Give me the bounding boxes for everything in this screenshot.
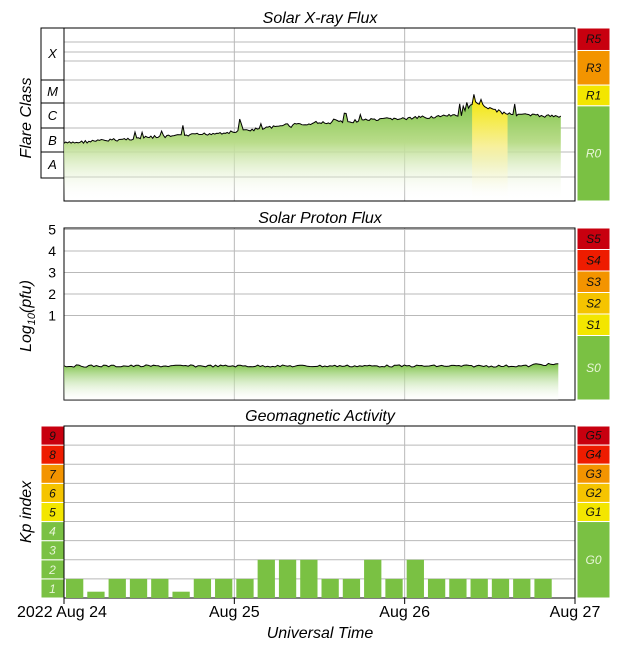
kp-panel: 1 2 3 4 5 6 7 8 9 G5 G4 G3 G2 G1 G0 [40, 425, 611, 599]
kp-bar [151, 578, 169, 598]
proton-scale-label: S1 [586, 318, 601, 332]
xray-flare-area [472, 94, 508, 201]
proton-ylabel-sub: 10 [26, 312, 38, 325]
xray-class-label-c: C [48, 108, 58, 123]
proton-ylabel-unit: (pfu) [18, 280, 35, 313]
kp-bar [491, 578, 510, 598]
kp-scale-label: G3 [585, 467, 601, 481]
kp-bar [257, 559, 275, 598]
xray-title: Solar X-ray Flux [263, 10, 379, 27]
proton-scale-label: S2 [586, 296, 601, 310]
proton-scale-label: S3 [586, 275, 601, 289]
xray-scale-r0 [576, 105, 611, 202]
kp-scale-label: G5 [585, 429, 601, 443]
proton-scale-s0 [576, 335, 611, 401]
kp-bar [108, 578, 126, 598]
proton-flux-area [64, 363, 559, 400]
x-tick-label: Aug 27 [550, 604, 601, 621]
x-tick-label: Aug 25 [209, 604, 260, 621]
xray-class-label-b: B [48, 133, 57, 148]
kp-bar [193, 578, 212, 598]
kp-ylabel: Kp index [18, 480, 35, 543]
proton-ytick: 1 [48, 308, 56, 324]
kp-bar [427, 578, 446, 598]
kp-bar [278, 559, 297, 598]
kp-bar [534, 578, 552, 598]
x-tick-label: 2022 Aug 24 [17, 604, 107, 621]
proton-ytick: 5 [48, 222, 56, 238]
kp-bar [172, 591, 190, 598]
kp-frame [63, 425, 576, 599]
kp-bar [406, 559, 424, 598]
kp-scale-label: G2 [585, 486, 601, 500]
kp-scale-label: G4 [585, 448, 601, 462]
kp-ytick: 7 [49, 467, 57, 481]
xray-class-label-x: X [47, 46, 58, 61]
xray-flux-line [63, 94, 562, 145]
kp-bar [66, 578, 84, 598]
x-axis: 2022 Aug 24 Aug 25 Aug 26 Aug 27 [17, 598, 600, 621]
kp-ytick: 9 [49, 429, 56, 443]
kp-bar [87, 591, 105, 598]
kp-bar [342, 578, 361, 598]
kp-bar [385, 578, 403, 598]
kp-ytick: 4 [49, 525, 56, 539]
proton-scale-label: S5 [586, 232, 601, 246]
xray-scale-label: R1 [586, 88, 601, 102]
xray-flux-area [64, 94, 561, 201]
kp-ytick: 8 [49, 448, 56, 462]
x-tick-label: Aug 26 [379, 604, 430, 621]
kp-ytick: 5 [49, 506, 56, 520]
x-axis-label: Universal Time [267, 625, 374, 642]
kp-bar [449, 578, 467, 598]
xray-scale-label: R3 [586, 61, 602, 75]
proton-ytick: 3 [48, 265, 56, 281]
xray-scale-label: R5 [586, 32, 602, 46]
kp-bar [513, 578, 531, 598]
kp-ytick: 3 [49, 544, 56, 558]
proton-scale-label: S4 [586, 253, 601, 267]
proton-flux-line [63, 362, 559, 368]
proton-ytick: 2 [48, 286, 56, 302]
proton-ylabel: Log10(pfu) [18, 280, 38, 352]
kp-ytick: 1 [49, 582, 56, 596]
kp-scale-label: G1 [585, 505, 601, 519]
kp-bar [236, 578, 254, 598]
xray-scale-label: R0 [586, 146, 602, 160]
kp-scale-g0 [576, 521, 611, 599]
kp-ytick: 2 [48, 563, 56, 577]
kp-bar [364, 559, 382, 598]
xray-ylabel: Flare Class [18, 78, 35, 159]
xray-class-label-m: M [47, 84, 58, 99]
kp-scale-label: G0 [585, 553, 601, 567]
kp-bar [470, 578, 488, 598]
proton-scale-label: S0 [586, 361, 601, 375]
kp-bar [321, 578, 339, 598]
xray-class-label-a: A [47, 157, 57, 172]
kp-bar [215, 578, 233, 598]
kp-bar [129, 578, 148, 598]
proton-panel: 1 2 3 4 5 S5 S4 S3 S2 S1 S0 [48, 222, 611, 401]
kp-ytick: 6 [49, 486, 56, 500]
proton-ytick: 4 [48, 243, 56, 259]
proton-ylabel-log: Log [18, 325, 35, 352]
proton-title: Solar Proton Flux [258, 210, 383, 227]
geomag-title: Geomagnetic Activity [245, 408, 396, 425]
kp-bar [300, 559, 318, 598]
